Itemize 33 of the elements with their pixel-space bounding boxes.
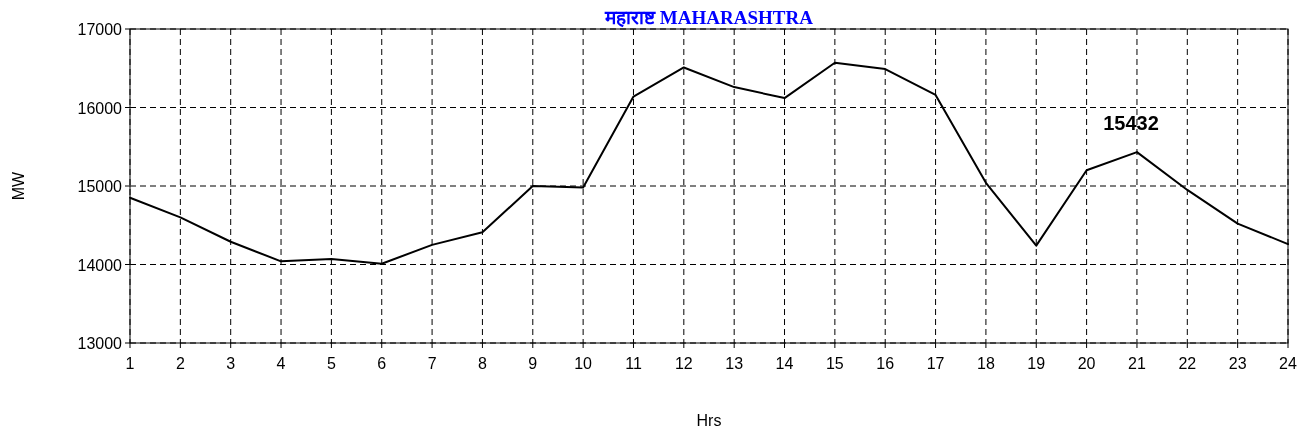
x-tick-label: 17 [926,355,945,372]
x-tick-label: 10 [574,355,593,372]
y-tick-label: 14000 [77,256,123,274]
x-tick-label: 21 [1128,355,1146,372]
y-tick-label: 13000 [77,335,123,352]
x-tick-label: 1 [125,355,135,372]
chart-title: महाराष्ट MAHARASHTRA [604,7,814,28]
x-tick-label: 19 [1027,355,1046,372]
y-tick-label: 16000 [77,99,123,117]
x-tick-label: 16 [876,355,895,372]
x-tick-label: 7 [427,355,437,372]
x-tick-label: 4 [276,355,286,372]
x-tick-label: 15 [825,355,844,372]
x-axis-title: Hrs [696,412,722,429]
annotation: 15432 [1103,112,1159,135]
x-tick-label: 11 [625,355,642,372]
y-axis-title: MW [10,170,27,201]
y-tick-label: 15000 [77,178,123,195]
x-tick-label: 13 [725,355,744,372]
x-tick-label: 9 [528,355,538,372]
x-tick-label: 14 [775,355,794,372]
x-tick-label: 5 [326,355,336,372]
x-tick-label: 12 [674,355,693,372]
x-tick-label: 20 [1077,355,1096,372]
x-tick-label: 24 [1279,355,1297,372]
y-tick-label: 17000 [77,21,123,38]
x-tick-label: 3 [226,355,236,372]
x-tick-label: 6 [377,355,387,372]
x-tick-label: 2 [175,355,185,372]
x-tick-label: 8 [477,355,487,372]
x-tick-label: 18 [977,355,995,372]
x-tick-label: 23 [1228,355,1247,372]
x-tick-label: 22 [1178,355,1197,372]
